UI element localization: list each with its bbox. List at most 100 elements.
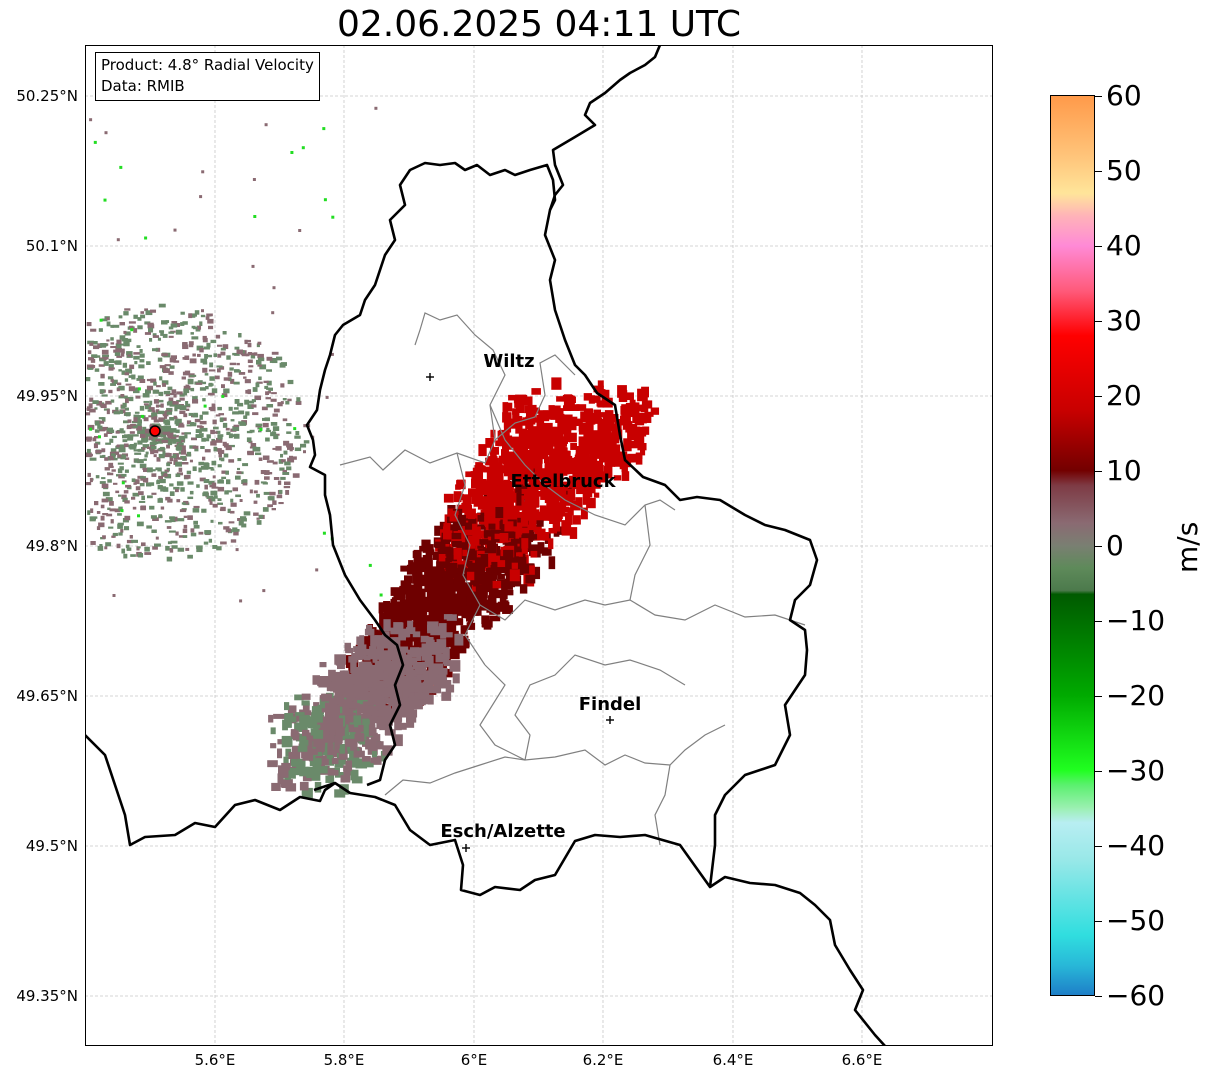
echo-pixel xyxy=(216,430,221,434)
echo-pixel xyxy=(243,376,247,379)
echo-pixel xyxy=(390,688,397,699)
echo-pixel xyxy=(346,675,358,686)
echo-pixel xyxy=(87,472,91,477)
echo-pixel xyxy=(348,656,358,663)
echo-pixel xyxy=(101,498,109,503)
echo-pixel xyxy=(488,474,495,481)
colorbar-tick-label: 60 xyxy=(1106,79,1142,112)
echo-pixel xyxy=(494,496,503,504)
echo-pixel xyxy=(270,422,278,426)
echo-pixel xyxy=(190,532,197,537)
echo-pixel xyxy=(102,343,108,347)
echo-pixel xyxy=(236,471,242,475)
echo-pixel xyxy=(396,601,404,607)
echo-pixel xyxy=(285,401,290,405)
echo-pixel xyxy=(217,344,223,347)
echo-pixel xyxy=(185,547,190,551)
echo-pixel xyxy=(108,358,115,362)
echo-pixel xyxy=(384,729,393,736)
echo-pixel xyxy=(90,508,94,513)
echo-pixel xyxy=(294,474,298,478)
echo-pixel xyxy=(134,411,140,414)
echo-pixel xyxy=(474,563,483,576)
echo-pixel xyxy=(286,466,292,471)
echo-pixel xyxy=(155,536,159,540)
echo-pixel xyxy=(132,506,137,510)
echo-pixel xyxy=(213,447,218,452)
border-luxembourg xyxy=(305,161,819,897)
echo-pixel xyxy=(104,467,110,471)
echo-pixel xyxy=(104,457,109,461)
echo-pixel xyxy=(527,524,535,531)
echo-pixel xyxy=(329,717,335,723)
echo-pixel xyxy=(111,381,115,385)
echo-pixel xyxy=(137,546,141,549)
echo-pixel xyxy=(494,520,504,533)
echo-pixel xyxy=(108,389,113,394)
echo-pixel xyxy=(267,760,278,768)
echo-pixel xyxy=(132,492,140,497)
echo-pixel xyxy=(376,650,387,658)
echo-pixel xyxy=(132,434,139,437)
echo-pixel xyxy=(272,360,278,364)
echo-pixel xyxy=(366,663,373,670)
echo-pixel xyxy=(120,455,126,460)
echo-pixel xyxy=(563,506,570,513)
echo-pixel xyxy=(415,561,426,573)
echo-pixel xyxy=(203,438,210,442)
echo-pixel xyxy=(179,405,187,411)
echo-pixel xyxy=(218,449,225,455)
echo-pixel xyxy=(273,408,280,413)
echo-pixel xyxy=(254,395,262,401)
echo-pixel xyxy=(266,404,274,408)
echo-pixel xyxy=(551,377,562,390)
echo-pixel xyxy=(547,506,557,514)
echo-pixel xyxy=(515,484,524,493)
echo-pixel xyxy=(429,592,440,603)
echo-pixel xyxy=(190,332,194,335)
echo-pixel xyxy=(349,703,360,709)
echo-pixel xyxy=(150,446,157,450)
echo-pixel xyxy=(146,482,152,487)
echo-pixel xyxy=(493,603,501,615)
echo-pixel xyxy=(511,451,520,465)
echo-pixel xyxy=(110,399,115,403)
echo-pixel xyxy=(431,567,441,577)
echo-pixel xyxy=(303,440,310,444)
map-canvas xyxy=(85,45,993,1046)
echo-pixel xyxy=(611,423,622,435)
echo-pixel xyxy=(209,501,213,505)
echo-pixel xyxy=(241,479,248,484)
echo-pixel xyxy=(169,491,175,496)
echo-pixel xyxy=(597,418,606,431)
radar-map[interactable] xyxy=(85,45,993,1046)
echo-pixel xyxy=(258,376,262,381)
echo-pixel xyxy=(383,601,391,613)
echo-pixel xyxy=(400,604,411,617)
canton-border-luxembourg xyxy=(479,664,726,766)
echo-pixel xyxy=(109,457,115,461)
echo-pixel xyxy=(329,698,338,709)
echo-pixel xyxy=(557,487,566,494)
echo-pixel xyxy=(432,551,443,560)
echo-pixel xyxy=(409,599,419,607)
echo-pixel xyxy=(137,440,143,445)
echo-pixel xyxy=(366,624,373,633)
echo-pixel xyxy=(489,615,501,622)
echo-pixel xyxy=(124,412,131,416)
echo-pixel xyxy=(224,490,229,495)
echo-pixel xyxy=(626,392,634,401)
echo-pixel xyxy=(138,500,146,503)
echo-pixel xyxy=(489,459,499,472)
echo-pixel xyxy=(90,518,97,521)
echo-pixel xyxy=(147,409,152,412)
echo-pixel xyxy=(218,452,222,458)
echo-pixel xyxy=(465,549,477,561)
echo-pixel xyxy=(165,496,171,501)
echo-pixel xyxy=(280,401,284,405)
echo-pixel xyxy=(247,369,253,373)
echo-pixel xyxy=(129,535,133,539)
echo-pixel xyxy=(236,349,244,355)
echo-pixel xyxy=(230,434,235,438)
echo-pixel xyxy=(90,358,96,363)
